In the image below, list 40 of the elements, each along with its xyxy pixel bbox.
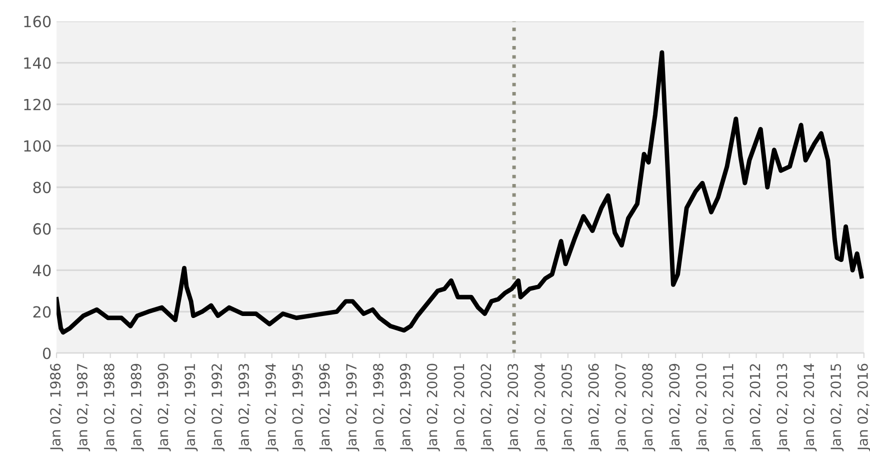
x-tick-label: Jan 02, 1994: [265, 364, 278, 452]
x-tick-label: Jan 02, 1997: [346, 364, 360, 452]
x-tick-label: Jan 02, 1988: [104, 364, 117, 452]
y-tick-label: 140: [24, 57, 51, 69]
x-tick-label: Jan 02, 2008: [642, 364, 656, 452]
x-tick-label: Jan 02, 1993: [238, 364, 252, 452]
x-tick-label: Jan 02, 2002: [480, 364, 494, 452]
x-tick-label: Jan 02, 2014: [804, 364, 817, 452]
x-tick-label: Jan 02, 1986: [50, 364, 64, 452]
x-tick-label: Jan 02, 1996: [319, 364, 332, 452]
y-tick-label: 0: [42, 348, 51, 360]
x-tick-label: Jan 02, 2015: [830, 364, 844, 452]
y-tick-label: 100: [24, 140, 51, 152]
x-tick-label: Jan 02, 2010: [696, 364, 710, 452]
x-tick-label: Jan 02, 2000: [426, 364, 440, 452]
x-tick-label: Jan 02, 2009: [669, 364, 682, 452]
line-series: [56, 50, 864, 335]
x-tick-label: Jan 02, 1998: [373, 364, 386, 452]
x-tick-label: Jan 02, 1999: [400, 364, 414, 452]
x-tick-label: Jan 02, 1992: [212, 364, 225, 452]
y-tick-label: 40: [32, 264, 51, 276]
x-tick-label: Jan 02, 2004: [534, 364, 548, 452]
x-tick-label: Jan 02, 1991: [184, 364, 198, 452]
x-tick-label: Jan 02, 1989: [130, 364, 144, 452]
x-tick-label: Jan 02, 1995: [292, 364, 306, 452]
x-tick-label: Jan 02, 2003: [508, 364, 521, 452]
y-tick-label: 20: [33, 306, 51, 318]
x-tick-label: Jan 02, 2005: [561, 364, 575, 452]
x-tick-label: Jan 02, 2011: [722, 364, 736, 452]
x-tick-label: Jan 02, 2001: [454, 364, 467, 452]
y-tick-label: 120: [24, 98, 51, 110]
x-tick-label: Jan 02, 1990: [158, 364, 171, 452]
x-tick-label: Jan 02, 2012: [750, 364, 763, 452]
y-tick-label: 80: [33, 182, 51, 194]
x-tick-label: Jan 02, 2013: [776, 364, 790, 452]
y-tick-label: 60: [33, 223, 51, 235]
y-tick-label: 160: [24, 16, 51, 28]
x-tick-label: Jan 02, 1987: [76, 364, 90, 452]
x-tick-label: Jan 02, 2006: [588, 364, 602, 452]
x-tick-label: Jan 02, 2007: [615, 364, 628, 452]
